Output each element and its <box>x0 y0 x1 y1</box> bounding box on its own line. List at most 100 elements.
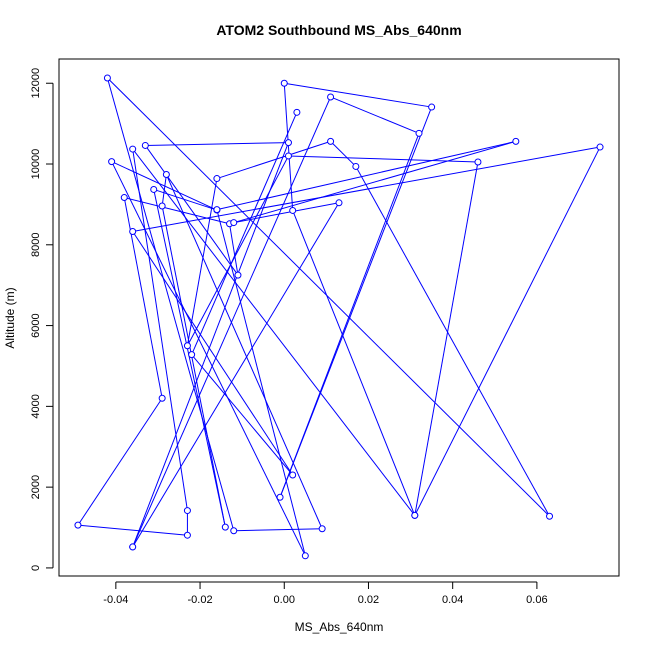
data-point <box>141 141 149 149</box>
series-line-segment <box>330 141 357 167</box>
series-line-segment <box>216 140 516 211</box>
series-line-segment <box>279 106 433 498</box>
data-point <box>335 199 343 207</box>
series-line-segment <box>153 189 226 528</box>
data-point <box>512 137 520 145</box>
y-tick-label: 12000 <box>30 68 42 99</box>
data-point <box>546 512 554 520</box>
data-point <box>103 74 111 82</box>
x-tick-label: -0.02 <box>188 594 213 606</box>
series-line-segment <box>229 223 239 276</box>
series-line-segment <box>216 140 331 180</box>
data-point <box>415 129 423 137</box>
data-point <box>183 342 191 350</box>
series-line-segment <box>414 161 479 516</box>
data-point <box>230 527 238 535</box>
data-point <box>162 171 170 179</box>
x-axis-label: MS_Abs_640nm <box>295 620 384 634</box>
data-point <box>301 552 309 560</box>
series-line-segment <box>161 174 167 207</box>
series-line-segment <box>144 145 239 276</box>
x-tick-label: -0.04 <box>103 594 128 606</box>
x-axis: -0.04 -0.02 0.00 0.02 0.04 0.06 <box>103 581 548 606</box>
data-point <box>289 206 297 214</box>
series-line-segment <box>111 161 218 211</box>
data-point <box>221 523 229 531</box>
series-line-segment <box>161 205 226 528</box>
series-line-segment <box>233 202 340 224</box>
series-line-segment <box>330 96 420 134</box>
series-lines <box>77 77 601 557</box>
data-point <box>276 493 284 501</box>
data-point <box>150 185 158 193</box>
data-point <box>129 543 137 551</box>
data-point <box>327 93 335 101</box>
y-tick-label: 4000 <box>30 394 42 418</box>
series-line-segment <box>191 112 298 355</box>
data-point <box>120 194 128 202</box>
series-line-segment <box>292 210 416 516</box>
data-point <box>327 137 335 145</box>
x-tick-label: 0.04 <box>442 594 463 606</box>
series-line-segment <box>284 82 432 108</box>
data-point <box>284 139 292 147</box>
series-points <box>74 74 604 560</box>
data-point <box>352 162 360 170</box>
series-line-segment <box>233 528 323 532</box>
y-tick-label: 8000 <box>30 233 42 257</box>
y-tick-label: 10000 <box>30 149 42 180</box>
y-tick-label: 0 <box>30 565 42 571</box>
data-point <box>213 206 221 214</box>
data-point <box>474 158 482 166</box>
series-line-segment <box>107 77 550 517</box>
data-point <box>129 145 137 153</box>
x-tick-label: 0.00 <box>274 594 295 606</box>
y-axis: 0 2000 4000 6000 8000 10000 12000 <box>30 68 54 571</box>
series-line-segment <box>233 140 516 224</box>
series-line-segment <box>77 524 188 536</box>
series-line-segment <box>216 209 306 556</box>
data-point <box>428 103 436 111</box>
data-point <box>280 79 288 87</box>
chart-title: ATOM2 Southbound MS_Abs_640nm <box>216 22 461 38</box>
series-line-segment <box>414 146 601 516</box>
data-point <box>158 394 166 402</box>
data-point <box>293 108 301 116</box>
series-line-segment <box>132 231 294 476</box>
data-point <box>284 152 292 160</box>
y-tick-label: 6000 <box>30 313 42 337</box>
series-line-segment <box>355 166 550 517</box>
data-point <box>318 525 326 533</box>
series-line-segment <box>186 155 289 347</box>
series-line-segment <box>145 142 289 146</box>
series-line-segment <box>132 146 601 232</box>
data-point <box>411 511 419 519</box>
data-point <box>183 507 191 515</box>
series-line-segment <box>283 83 294 211</box>
series-line-segment <box>165 174 323 529</box>
data-point <box>158 202 166 210</box>
series-line-segment <box>77 398 163 526</box>
series-line-segment <box>132 148 188 511</box>
data-point <box>289 471 297 479</box>
series-line-segment <box>153 188 218 211</box>
series-line-segment <box>111 161 306 557</box>
data-point <box>230 219 238 227</box>
data-point <box>183 531 191 539</box>
series-line-segment <box>132 142 289 548</box>
data-point <box>129 227 137 235</box>
x-tick-label: 0.02 <box>358 594 379 606</box>
x-tick-label: 0.06 <box>526 594 547 606</box>
plot-frame <box>58 58 620 577</box>
data-point <box>188 351 196 359</box>
data-point <box>234 271 242 279</box>
y-tick-label: 2000 <box>30 475 42 499</box>
data-point <box>108 158 116 166</box>
series-line-segment <box>132 202 340 548</box>
y-axis-label: Altitude (m) <box>3 287 17 348</box>
series-line-segment <box>186 178 218 346</box>
data-point <box>213 175 221 183</box>
data-point <box>596 143 604 151</box>
